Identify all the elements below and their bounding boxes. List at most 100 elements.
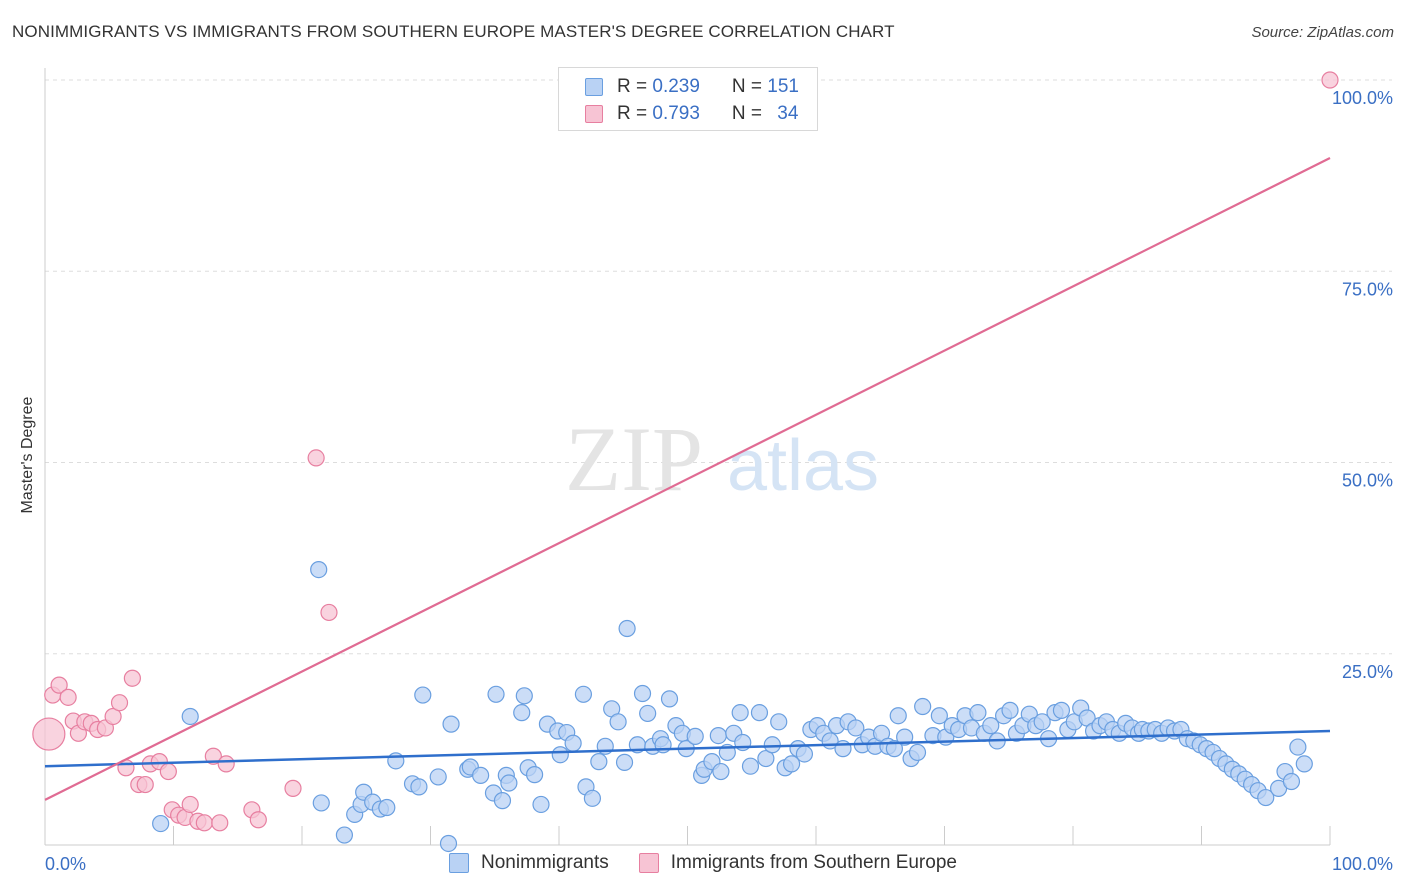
- nonimmigrants-point: [551, 746, 569, 764]
- nonimmigrants-point: [1289, 738, 1307, 756]
- nonimmigrants-point: [633, 684, 652, 703]
- nonimmigrants-point: [686, 727, 704, 745]
- immigrants-legend-swatch: [638, 853, 659, 873]
- gridlines: [45, 79, 1392, 655]
- nonimmigrants-point: [709, 727, 727, 745]
- nonimmigrants-point: [660, 690, 679, 708]
- nonimmigrants-point: [181, 707, 199, 726]
- nonimmigrants-point: [763, 736, 781, 754]
- nonimmigrants-point: [410, 778, 428, 796]
- nonimmigrants-point: [741, 757, 760, 775]
- legend-r-label: R =: [617, 103, 653, 124]
- tick-labels: 25.0% 50.0% 75.0% 100.0% 0.0% 100.0%: [45, 88, 1393, 874]
- immigrants-point: [284, 779, 302, 797]
- immigrants-point: [123, 669, 141, 687]
- nonimmigrants-point: [1033, 713, 1051, 731]
- nonimmigrants-point: [312, 794, 330, 812]
- nonimmigrants-legend-swatch: [449, 853, 470, 873]
- immigrants-trend-line: [44, 157, 1331, 801]
- nonimmigrants-point: [378, 798, 396, 817]
- nonimmigrants-point: [513, 704, 531, 722]
- nonimmigrants-point: [1295, 755, 1313, 773]
- nonimmigrants-points: [152, 560, 1313, 853]
- legend-n-value: 34: [777, 103, 799, 124]
- nonimmigrants-point: [515, 687, 533, 705]
- immigrants-point: [217, 755, 235, 773]
- source-label: Source: ZipAtlas.com: [1251, 24, 1394, 41]
- legend-label-nonimmigrants: Nonimmigrants: [481, 852, 609, 873]
- immigrants-point: [59, 688, 77, 706]
- nonimmigrants-point: [500, 774, 518, 792]
- nonimmigrants-point: [414, 686, 432, 704]
- watermark-atlas: atlas: [727, 426, 879, 506]
- nonimmigrants-point: [152, 814, 170, 833]
- legend-row-nonimmigrants: R = 0.239 N = 151: [585, 75, 799, 99]
- nonimmigrants-point: [439, 834, 458, 853]
- immigrants-point: [181, 795, 199, 814]
- nonimmigrants-point: [335, 826, 354, 844]
- legend-item-nonimmigrants: Nonimmigrants: [449, 852, 609, 874]
- legend-item-immigrants: Immigrants from Southern Europe: [638, 852, 957, 874]
- immigrants-point: [320, 603, 338, 622]
- nonimmigrants-point: [1282, 772, 1301, 791]
- nonimmigrants-point: [615, 753, 634, 771]
- nonimmigrants-point: [889, 707, 907, 725]
- nonimmigrants-point: [487, 685, 505, 703]
- y-tick-label: 100.0%: [1332, 88, 1393, 108]
- nonimmigrants-point: [564, 734, 582, 752]
- trend-lines: [44, 157, 1331, 801]
- immigrants-point: [159, 762, 177, 781]
- nonimmigrants-point: [896, 728, 914, 746]
- nonimmigrants-point: [712, 762, 730, 781]
- nonimmigrants-point: [969, 704, 987, 722]
- nonimmigrants-point: [795, 745, 814, 763]
- nonimmigrants-point: [914, 697, 932, 716]
- immigrants-point: [104, 707, 122, 726]
- immigrants-point: [1321, 71, 1339, 89]
- legend-r-value: 0.239: [652, 76, 700, 97]
- nonimmigrants-point: [532, 795, 550, 814]
- nonimmigrants-point: [770, 713, 788, 731]
- immigrants-points: [32, 71, 1339, 832]
- nonimmigrants-point: [1052, 701, 1071, 719]
- nonimmigrants-point: [782, 755, 801, 773]
- nonimmigrants-point: [618, 619, 636, 638]
- immigrants-point: [211, 814, 229, 832]
- axes: [44, 68, 1331, 846]
- nonimmigrants-point: [429, 768, 447, 786]
- immigrants-point: [32, 717, 66, 751]
- nonimmigrants-point: [574, 685, 593, 703]
- y-tick-label: 75.0%: [1342, 279, 1393, 299]
- nonimmigrants-point: [757, 749, 775, 768]
- nonimmigrants-point: [472, 766, 490, 784]
- y-tick-label: 25.0%: [1342, 662, 1393, 682]
- x-tick-label: 0.0%: [45, 854, 86, 874]
- watermark-zip: ZIP: [565, 408, 703, 510]
- legend-row-immigrants: R = 0.793 N = 34: [585, 102, 798, 126]
- nonimmigrants-trend-line: [44, 729, 1331, 768]
- watermark: ZIP atlas: [565, 408, 879, 510]
- immigrants-point: [136, 775, 154, 794]
- series-legend: Nonimmigrants Immigrants from Southern E…: [0, 852, 1406, 874]
- immigrants-point: [195, 814, 213, 832]
- immigrants-point: [249, 811, 267, 829]
- nonimmigrants-point: [583, 789, 602, 807]
- nonimmigrants-point: [982, 717, 1000, 735]
- nonimmigrants-point: [493, 792, 512, 810]
- nonimmigrants-point: [1257, 788, 1275, 807]
- nonimmigrants-point: [930, 707, 948, 725]
- nonimmigrants-point: [609, 713, 627, 731]
- legend-label-immigrants: Immigrants from Southern Europe: [670, 852, 957, 873]
- x-tick-label: 100.0%: [1332, 854, 1393, 874]
- nonimmigrants-point: [1001, 701, 1019, 719]
- nonimmigrants-point: [590, 753, 608, 771]
- nonimmigrants-point: [885, 740, 903, 758]
- nonimmigrants-point: [639, 704, 657, 723]
- stats-legend: R = 0.239 N = 151 R = 0.793 N = 34: [558, 67, 818, 131]
- nonimmigrants-point: [750, 704, 769, 722]
- legend-n-label: N =: [731, 76, 768, 97]
- chart-title: NONIMMIGRANTS VS IMMIGRANTS FROM SOUTHER…: [12, 22, 895, 41]
- nonimmigrants-swatch: [585, 78, 603, 96]
- nonimmigrants-point: [525, 766, 544, 784]
